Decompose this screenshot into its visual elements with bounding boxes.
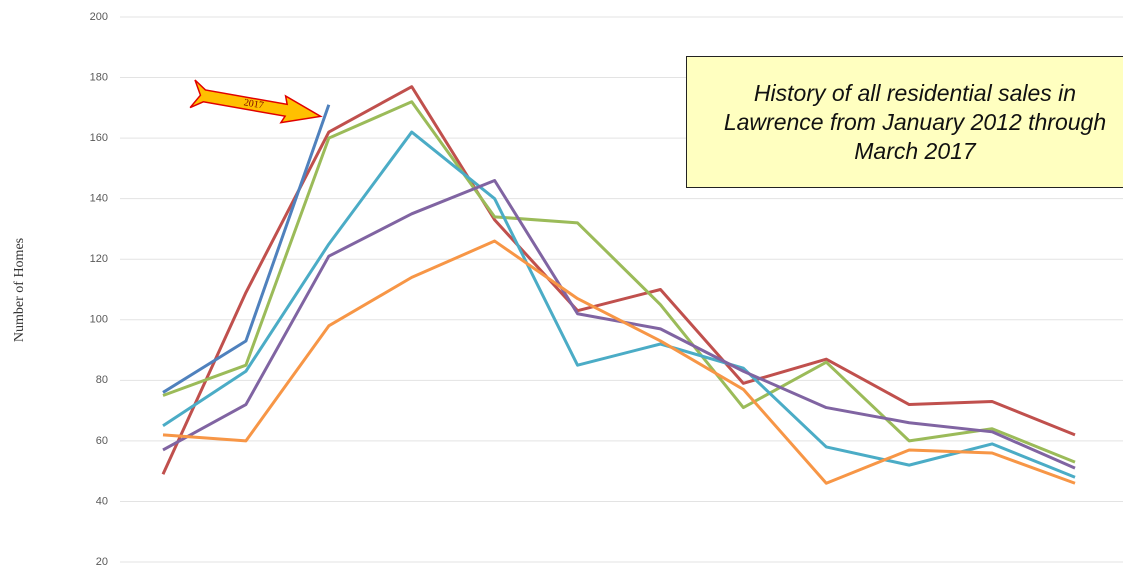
y-tick-label: 160 (90, 132, 108, 144)
y-tick-label: 20 (96, 556, 108, 567)
series-line (161, 85, 1076, 475)
y-tick-label: 100 (90, 314, 108, 326)
series-line (162, 104, 331, 394)
series-line (162, 100, 1076, 464)
y-tick-label: 200 (90, 11, 108, 23)
series-line (162, 130, 1076, 479)
y-tick-label: 120 (90, 253, 108, 265)
y-tick-label: 180 (90, 71, 108, 83)
y-tick-label: 40 (96, 495, 108, 507)
y-tick-label: 80 (96, 374, 108, 386)
arrow-label: 2017 (243, 97, 265, 111)
annotation: History of all residential sales in Lawr… (686, 56, 1123, 188)
y-tick-label: 140 (90, 193, 108, 205)
series-line (162, 239, 1076, 485)
series-line (162, 179, 1076, 470)
arrow: 2017 (189, 79, 323, 124)
arrow-shape (189, 79, 323, 124)
y-tick-label: 60 (96, 435, 108, 447)
y-axis-label: Number of Homes (12, 238, 27, 342)
